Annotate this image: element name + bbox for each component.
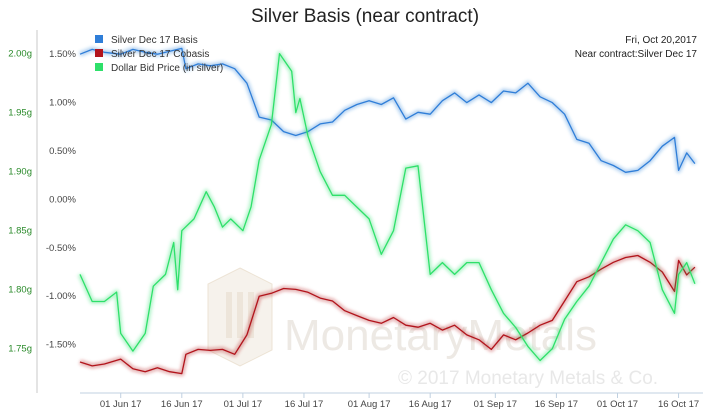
x-tick-label: 16 Sep 17: [535, 399, 578, 410]
legend-label-price[interactable]: Dollar Bid Price (in silver): [111, 63, 223, 74]
x-tick-label: 01 Aug 17: [348, 399, 391, 410]
series-line-dollar-bid-price: [79, 52, 696, 362]
legend: Silver Dec 17 Basis Silver Dec 17 Cobasi…: [95, 35, 223, 74]
y-price-tick-label: 1.80g: [8, 285, 32, 296]
legend-marker-cobasis: [95, 49, 103, 57]
x-tick-label: 16 Oct 17: [658, 399, 699, 410]
legend-marker-basis: [95, 35, 103, 43]
x-tick-label: 01 Jul 17: [224, 399, 263, 410]
y-basis-tick-label: 0.50%: [49, 146, 76, 157]
x-tick-label: 01 Sep 17: [474, 399, 517, 410]
y-basis-tick-label: 1.00%: [49, 98, 76, 109]
y-basis-tick-label: -1.00%: [46, 291, 77, 302]
y-price-tick-label: 1.75g: [8, 344, 32, 355]
annotation-date: Fri, Oct 20,2017: [625, 35, 697, 46]
y-basis-tick-label: -1.50%: [46, 340, 77, 351]
date-annotation: Fri, Oct 20,2017 Near contract:Silver De…: [575, 35, 698, 60]
y-price-tick-label: 2.00g: [8, 49, 32, 60]
chart-title: Silver Basis (near contract): [251, 6, 479, 27]
watermark: MonetaryMetals © 2017 Monetary Metals & …: [207, 267, 658, 389]
x-tick-label: 16 Jul 17: [285, 399, 324, 410]
x-tick-label: 01 Jun 17: [100, 399, 142, 410]
plot-series: [77, 45, 698, 377]
annotation-contract: Near contract:Silver Dec 17: [575, 49, 698, 60]
x-axis: 01 Jun 17 16 Jun 17 01 Jul 17 16 Jul 17 01 A…: [80, 392, 703, 410]
y-basis-tick-label: 0.00%: [49, 194, 76, 205]
y-basis-tick-label: -0.50%: [46, 243, 77, 254]
y-price-tick-label: 1.90g: [8, 167, 32, 178]
x-tick-label: 01 Oct 17: [597, 399, 638, 410]
watermark-copyright: © 2017 Monetary Metals & Co.: [398, 368, 658, 389]
series-line-cobasis: [79, 254, 696, 375]
series-line-basis: [79, 47, 696, 173]
x-tick-label: 16 Jun 17: [161, 399, 203, 410]
legend-marker-price: [95, 63, 103, 71]
y-basis-tick-label: 1.50%: [49, 49, 76, 60]
watermark-brand: MonetaryMetals: [284, 311, 597, 360]
y-axis-basis: 1.50% 1.00% 0.50% 0.00% -0.50% -1.00% -1.50%: [46, 49, 77, 350]
y-axis-price: 2.00g 1.95g 1.90g 1.85g 1.80g 1.75g: [8, 30, 38, 393]
legend-label-basis[interactable]: Silver Dec 17 Basis: [111, 35, 198, 46]
x-tick-label: 16 Aug 17: [409, 399, 452, 410]
y-price-tick-label: 1.85g: [8, 226, 32, 237]
legend-label-cobasis[interactable]: Silver Dec 17 Cobasis: [111, 49, 209, 60]
y-price-tick-label: 1.95g: [8, 108, 32, 119]
